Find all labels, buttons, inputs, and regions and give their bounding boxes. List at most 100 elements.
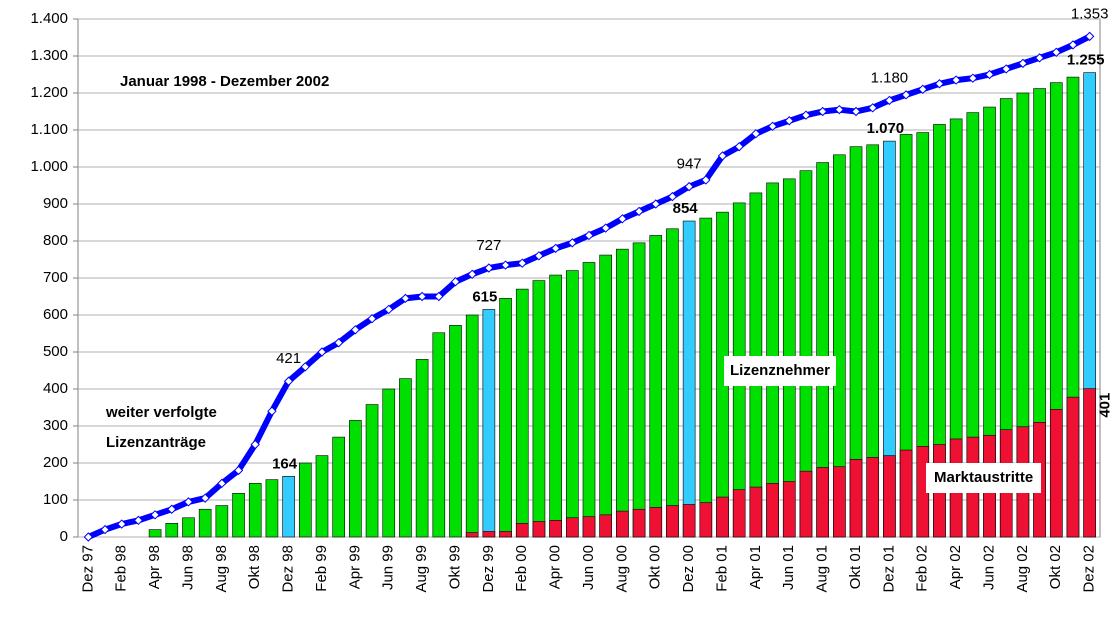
line-marker: [951, 75, 961, 85]
data-label: 947: [677, 156, 702, 173]
line-marker: [333, 338, 344, 348]
line-marker: [634, 206, 644, 217]
bar: [833, 466, 846, 538]
bar: [499, 298, 512, 538]
data-label: 401: [1097, 393, 1112, 418]
x-tick-label: Jun 99: [380, 545, 397, 590]
line-marker: [183, 497, 194, 507]
x-tick-label: Aug 02: [1014, 545, 1031, 593]
bar: [582, 516, 596, 538]
x-tick-label: Feb 02: [914, 545, 931, 592]
bar: [265, 479, 279, 538]
line-marker: [1051, 47, 1061, 58]
x-tick-label: Okt 00: [647, 545, 664, 589]
y-tick-label: 100: [43, 491, 68, 508]
line-marker: [584, 230, 594, 241]
data-label: 854: [673, 200, 699, 217]
line-marker: [83, 532, 94, 542]
line-marker: [1001, 64, 1011, 74]
bar: [682, 220, 696, 538]
bar: [632, 508, 646, 538]
line-marker: [984, 69, 995, 80]
x-tick-label: Feb 00: [513, 545, 530, 592]
bar: [248, 483, 262, 538]
bar: [465, 314, 479, 538]
bar: [515, 288, 529, 538]
bar: [499, 531, 512, 538]
x-tick-label: Aug 01: [814, 545, 831, 593]
line-marker: [817, 106, 828, 117]
line-marker: [434, 291, 444, 302]
bar: [298, 462, 312, 538]
chart-title: Januar 1998 - Dezember 2002: [120, 73, 329, 90]
line-marker: [233, 465, 244, 476]
line-marker: [651, 199, 661, 209]
bar: [649, 235, 663, 538]
y-tick-label: 800: [43, 232, 68, 249]
bar: [349, 420, 362, 538]
line-marker: [217, 478, 227, 489]
data-label: 1.180: [871, 69, 909, 86]
bar: [883, 455, 896, 538]
line-marker: [400, 293, 411, 304]
line-marker: [667, 191, 678, 202]
bar: [399, 378, 412, 538]
x-tick-label: Feb 98: [113, 545, 130, 592]
bar: [599, 514, 612, 538]
line-marker: [300, 362, 311, 372]
bar: [382, 388, 396, 538]
bar: [682, 504, 696, 538]
line-marker: [918, 84, 928, 95]
line-marker: [968, 73, 978, 83]
bar: [816, 467, 829, 538]
bar: [515, 523, 529, 538]
x-tick-label: Okt 99: [446, 545, 463, 589]
y-tick-label: 500: [43, 343, 68, 360]
bar: [749, 486, 763, 538]
bar: [849, 458, 863, 538]
y-tick-label: 1.300: [30, 47, 68, 64]
x-tick-label: Dez 98: [280, 545, 297, 593]
bar: [165, 523, 179, 538]
bar: [182, 517, 195, 538]
line-marker: [117, 519, 127, 529]
x-tick-label: Okt 01: [847, 545, 864, 589]
x-tick-label: Jun 98: [179, 545, 196, 590]
line-marker: [250, 439, 260, 450]
x-tick-label: Dez 97: [79, 545, 96, 593]
bar: [532, 521, 546, 538]
bar: [699, 502, 713, 538]
data-label: 727: [476, 237, 501, 254]
bar: [616, 248, 629, 538]
line-marker: [834, 104, 845, 115]
line-marker: [851, 106, 861, 117]
y-tick-label: 1.400: [30, 10, 68, 27]
bar: [699, 217, 713, 538]
x-tick-label: Jun 02: [980, 545, 997, 590]
y-tick-label: 1.000: [30, 158, 68, 175]
line-marker: [150, 510, 160, 520]
line-marker: [550, 243, 561, 254]
bar: [549, 520, 562, 538]
x-tick-label: Apr 01: [747, 545, 764, 589]
line-marker: [600, 223, 611, 233]
bar: [1049, 409, 1063, 538]
bar: [632, 242, 646, 538]
bar: [1066, 396, 1080, 538]
line-marker: [500, 260, 511, 270]
y-tick-label: 400: [43, 380, 68, 397]
x-tick-label: Dez 99: [480, 545, 497, 593]
bar: [616, 510, 629, 538]
bar: [899, 449, 913, 538]
x-tick-label: Feb 01: [713, 545, 730, 592]
y-tick-label: 1.200: [30, 84, 68, 101]
bar: [549, 274, 562, 538]
line-marker: [567, 238, 578, 248]
line-marker: [317, 347, 327, 357]
x-tick-label: Okt 98: [246, 545, 263, 589]
line-marker: [617, 214, 628, 224]
y-tick-label: 600: [43, 306, 68, 323]
line-marker: [684, 181, 694, 192]
